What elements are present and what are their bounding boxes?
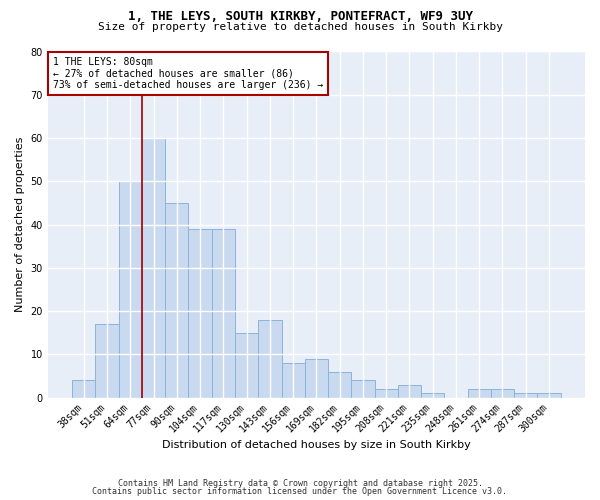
Bar	[374, 389, 398, 398]
Bar	[398, 384, 421, 398]
Text: Size of property relative to detached houses in South Kirkby: Size of property relative to detached ho…	[97, 22, 503, 32]
Text: Contains HM Land Registry data © Crown copyright and database right 2025.: Contains HM Land Registry data © Crown c…	[118, 478, 482, 488]
Bar	[165, 203, 188, 398]
Bar	[421, 394, 445, 398]
Bar	[281, 363, 305, 398]
Bar	[188, 229, 212, 398]
Bar	[142, 138, 165, 398]
Bar	[467, 389, 491, 398]
Bar	[491, 389, 514, 398]
Bar	[514, 394, 538, 398]
Y-axis label: Number of detached properties: Number of detached properties	[15, 137, 25, 312]
Bar	[119, 182, 142, 398]
Bar	[305, 358, 328, 398]
Bar	[258, 320, 281, 398]
Bar	[351, 380, 374, 398]
X-axis label: Distribution of detached houses by size in South Kirkby: Distribution of detached houses by size …	[162, 440, 471, 450]
Bar	[328, 372, 351, 398]
Text: 1, THE LEYS, SOUTH KIRKBY, PONTEFRACT, WF9 3UY: 1, THE LEYS, SOUTH KIRKBY, PONTEFRACT, W…	[128, 10, 473, 23]
Bar	[72, 380, 95, 398]
Bar	[95, 324, 119, 398]
Text: 1 THE LEYS: 80sqm
← 27% of detached houses are smaller (86)
73% of semi-detached: 1 THE LEYS: 80sqm ← 27% of detached hous…	[53, 57, 323, 90]
Text: Contains public sector information licensed under the Open Government Licence v3: Contains public sector information licen…	[92, 487, 508, 496]
Bar	[235, 332, 258, 398]
Bar	[538, 394, 560, 398]
Bar	[212, 229, 235, 398]
